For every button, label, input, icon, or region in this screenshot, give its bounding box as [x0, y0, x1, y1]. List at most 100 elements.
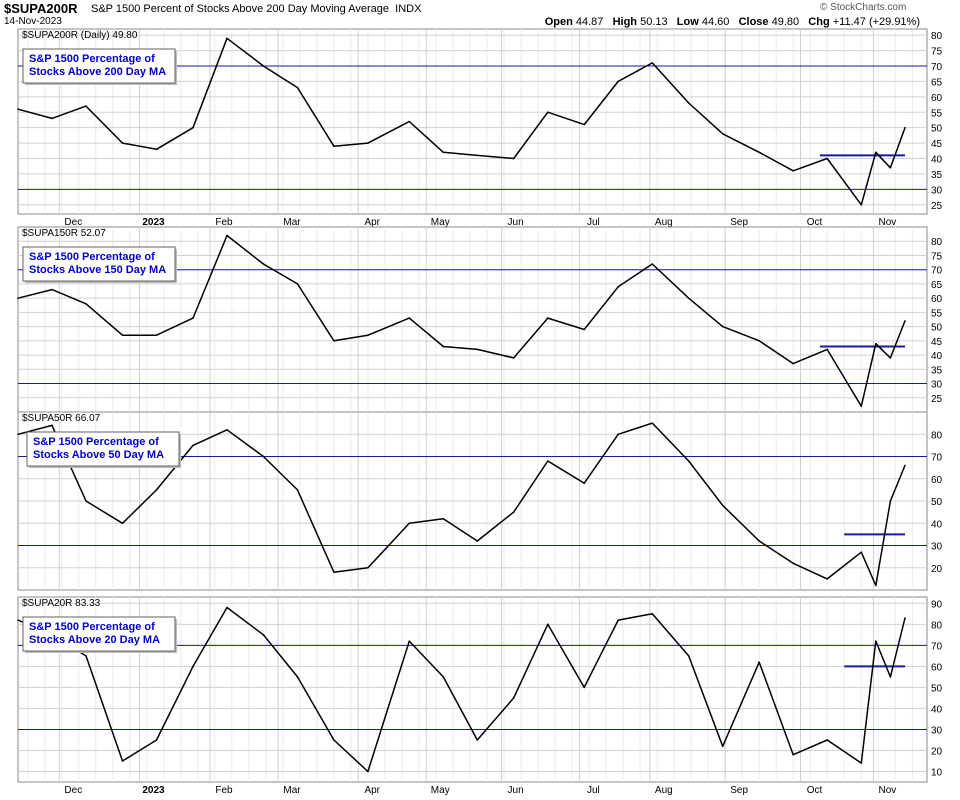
panel-3-data-point	[333, 571, 335, 573]
panel-2-data-point	[889, 357, 892, 359]
x-axis-label: Nov	[879, 217, 897, 228]
panel-3-ytick-label: 80	[931, 430, 943, 441]
panel-4-data-point	[442, 676, 445, 678]
chart-date: 14-Nov-2023	[4, 16, 62, 27]
high-value: 50.13	[640, 16, 668, 28]
panel-4-data-point	[17, 619, 19, 621]
panel-3-data-point	[792, 562, 795, 565]
panel-3-data-point	[687, 460, 690, 462]
panel-2-series-line	[17, 234, 906, 408]
panel-1-data-point	[408, 120, 411, 123]
panel-2-data-point	[476, 348, 479, 351]
panel-3-data-point	[226, 429, 228, 431]
panel-4-data-point	[192, 665, 194, 668]
panel-2-data-point	[512, 357, 515, 359]
panel-3-data-point	[860, 551, 863, 553]
low-label: Low	[676, 16, 699, 28]
panel-1-ytick-label: 70	[931, 62, 943, 73]
chg-label: Chg	[808, 16, 830, 28]
panel-3-data-point	[121, 522, 124, 525]
panel-3-data-point	[904, 464, 906, 467]
panel-2-box	[22, 246, 176, 282]
panel-1-data-point	[546, 111, 549, 114]
panel-2-ytick-label: 30	[931, 380, 943, 391]
panel-2-data-point	[875, 342, 877, 345]
panel-3-ytick-label: 20	[931, 564, 943, 575]
panel-2-ytick-label: 50	[931, 323, 943, 334]
x-axis-label: Feb	[215, 785, 233, 796]
x-axis-label: Jun	[508, 785, 524, 796]
x-axis-label: 2023	[142, 217, 165, 228]
panel-1-data-point	[721, 133, 724, 135]
panel-2-data-point	[296, 283, 299, 285]
panel-1-data-point	[758, 151, 760, 154]
panel-2-box-text: Stocks Above 150 Day MA	[29, 264, 166, 276]
panel-4-data-point	[121, 760, 124, 762]
panel-1-data-point	[889, 166, 892, 169]
panel-4-series-line	[17, 606, 906, 773]
panel-3-data-point	[408, 522, 411, 525]
close-label: Close	[738, 16, 769, 28]
panel-1-data-point	[860, 203, 863, 206]
panel-1-data-point	[442, 151, 445, 154]
open-value: 44.87	[575, 16, 604, 28]
panel-4-data-point	[367, 770, 369, 773]
panel-3-box	[26, 431, 180, 467]
panel-3-data-point	[721, 504, 724, 507]
panel-4-data-point	[296, 676, 299, 678]
panel-3-data-point	[476, 540, 479, 542]
x-axis-label: Feb	[215, 217, 233, 228]
panel-1-box-text: Stocks Above 200 Day MA	[29, 66, 166, 78]
panel-2-data-point	[792, 362, 795, 365]
panel-2-data-point	[617, 285, 620, 288]
panel-2-data-point	[758, 340, 760, 342]
x-axis-label: Nov	[879, 785, 897, 796]
panel-2-data-point	[17, 297, 19, 299]
symbol-title: $SUPA200R	[4, 1, 78, 16]
panel-2-data-point	[583, 328, 586, 331]
panel-1-data-point	[226, 37, 228, 40]
high-label: High	[612, 16, 638, 28]
panel-3-ytick-label: 50	[931, 497, 943, 508]
panel-2-ytick-label: 55	[931, 308, 943, 319]
panel-1-ytick-label: 35	[931, 170, 943, 181]
panel-2-data-point	[687, 297, 690, 299]
panel-4-data-point	[546, 623, 549, 626]
panel-4-data-point	[85, 655, 87, 657]
panel-1-data-point	[512, 157, 515, 160]
panel-4-data-point	[226, 606, 228, 609]
panel-4-data-point	[617, 619, 620, 621]
panel-4-data-point	[476, 739, 479, 741]
panel-2-data-point	[51, 288, 53, 291]
panel-4-data-point	[651, 613, 654, 615]
panel-2-data-point	[826, 348, 829, 351]
panel-1-data-point	[476, 154, 479, 157]
panel-4-ytick-label: 70	[931, 641, 943, 652]
panel-1-ytick-label: 40	[931, 155, 943, 166]
panel-2-data-point	[651, 263, 654, 265]
panel-4-data-point	[860, 762, 863, 764]
panel-1-data-point	[687, 102, 690, 104]
panel-3-data-point	[367, 566, 369, 569]
panel-3-data-point	[512, 511, 515, 513]
panel-3-data-point	[17, 433, 19, 436]
close-value: 49.80	[771, 16, 800, 28]
panel-1-ytick-label: 80	[931, 31, 943, 42]
panel-1-data-point	[875, 151, 877, 154]
panel-2-ytick-label: 80	[931, 237, 943, 248]
x-axis-label: Jul	[587, 217, 600, 228]
panel-3-data-point	[192, 444, 194, 447]
panel-1-ytick-label: 65	[931, 77, 943, 88]
panel-1-data-point	[51, 117, 53, 120]
panel-3-data-point	[262, 455, 265, 458]
panel-2-data-point	[192, 317, 194, 319]
panel-3-data-point	[155, 489, 158, 491]
panel-2-ytick-label: 70	[931, 266, 943, 277]
panel-1-data-point	[367, 142, 369, 144]
panel-2-ytick-label: 40	[931, 351, 943, 362]
panel-2-data-point	[860, 405, 863, 408]
panel-4-ytick-label: 90	[931, 599, 943, 610]
x-axis-label: May	[431, 217, 450, 228]
exchange-label: INDX	[395, 3, 422, 15]
panel-4-ytick-label: 30	[931, 725, 943, 736]
